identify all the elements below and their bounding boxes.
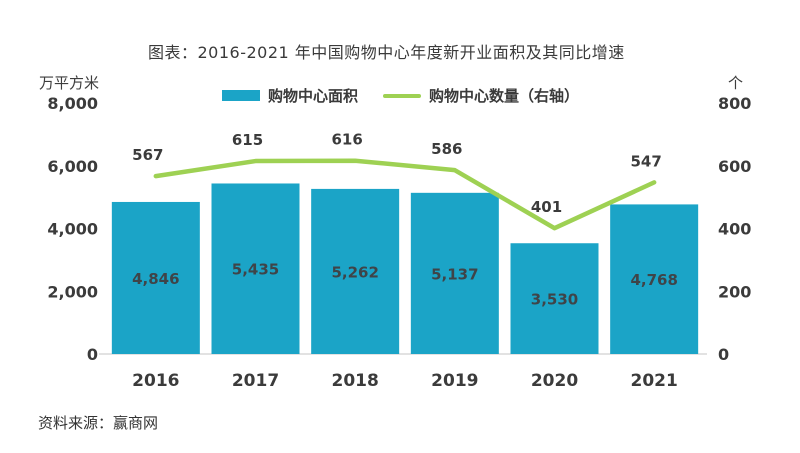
line-point-label: 586: [431, 140, 462, 158]
line-point-label: 615: [232, 131, 263, 149]
bar-value-label: 5,435: [232, 261, 279, 279]
right-axis-unit: 个: [728, 74, 744, 92]
bar-2020: [510, 243, 599, 354]
line-series-swatch: [383, 93, 422, 98]
left-axis-tick: 8,000: [47, 94, 98, 113]
left-axis-tick: 6,000: [47, 157, 98, 176]
line-point-label: 401: [531, 198, 562, 216]
left-axis-tick: 0: [87, 345, 98, 364]
line-series-label: 购物中心数量（右轴）: [429, 87, 580, 105]
source-note: 资料来源：赢商网: [38, 414, 159, 432]
bar-value-label: 4,846: [132, 270, 179, 288]
right-axis-tick: 400: [718, 220, 751, 239]
x-tick-label: 2019: [431, 371, 478, 391]
right-axis-tick: 0: [718, 345, 729, 364]
right-axis-tick: 200: [718, 282, 751, 301]
bar-value-label: 5,137: [431, 265, 478, 283]
line-point-label: 616: [332, 131, 363, 149]
line-series: [153, 158, 657, 231]
right-axis-tick: 800: [718, 94, 751, 113]
bar-2016: [111, 201, 200, 354]
left-axis-tick: 4,000: [47, 220, 98, 239]
x-tick-label: 2018: [332, 371, 379, 391]
left-axis-unit: 万平方米: [39, 74, 100, 92]
chart-title: 图表：2016-2021 年中国购物中心年度新开业面积及其同比增速: [148, 43, 625, 62]
bar-2018: [311, 188, 400, 354]
bar-value-label: 4,768: [630, 271, 677, 289]
bar-2017: [211, 183, 300, 354]
x-tick-label: 2016: [132, 371, 179, 391]
x-tick-label: 2021: [631, 371, 678, 391]
bar-value-label: 5,262: [331, 263, 378, 281]
x-tick-label: 2020: [531, 371, 578, 391]
x-tick-label: 2017: [232, 371, 279, 391]
legend-item-count: 购物中心数量（右轴）: [383, 85, 579, 106]
bar-value-label: 3,530: [531, 291, 578, 309]
line-point-label: 547: [631, 152, 662, 170]
bar-series-label: 购物中心面积: [268, 87, 359, 105]
left-axis-tick: 2,000: [47, 282, 98, 301]
legend-item-area: 购物中心面积: [222, 85, 358, 106]
chart-legend: 购物中心面积 购物中心数量（右轴）: [222, 85, 579, 106]
bar-series-swatch: [222, 90, 260, 101]
bar-2019: [410, 192, 499, 354]
bar-2021: [610, 204, 699, 354]
right-axis-tick: 600: [718, 157, 751, 176]
line-point-label: 567: [132, 146, 163, 164]
